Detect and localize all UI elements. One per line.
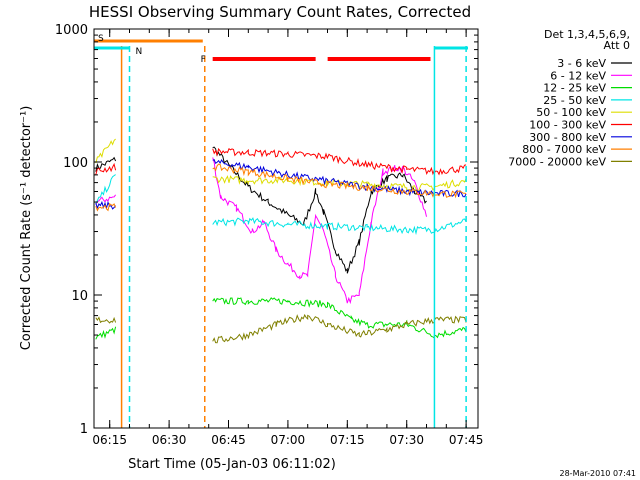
x-tick-label: 06:15 [92,433,127,447]
y-tick-label: 1000 [55,23,88,38]
x-tick-label: 06:45 [211,433,246,447]
legend-entry-label: 6 - 12 keV [550,69,606,82]
series-7000-20000-kev [96,315,466,343]
plot-area: S N F [94,34,468,428]
series-line [213,315,466,343]
count-rate-chart: HESSI Observing Summary Count Rates, Cor… [0,0,640,480]
x-tick-label: 07:45 [449,433,484,447]
series-line [96,195,116,205]
series-50-100-kev [96,139,466,190]
series-3-6-kev [96,147,427,273]
flag-label: S [98,34,104,44]
x-tick-label: 07:00 [271,433,306,447]
legend-entry-label: 7000 - 20000 keV [508,155,606,168]
series-800-7000-kev [96,164,466,210]
series-12-25-kev [96,298,466,339]
legend-entry-label: 3 - 6 keV [557,57,606,70]
legend-header: Att 0 [604,39,630,52]
legend-entry-label: 12 - 25 keV [543,82,606,95]
series-line [96,175,116,204]
plot-frame [94,29,478,428]
flag-label: F [201,55,206,65]
legend-entry-label: 100 - 300 keV [529,119,606,132]
legend-entry-label: 50 - 100 keV [536,106,606,119]
series-line [96,164,116,174]
chart-title: HESSI Observing Summary Count Rates, Cor… [89,3,471,21]
timestamp: 28-Mar-2010 07:41 [560,469,637,478]
y-tick-label: 10 [71,289,88,304]
y-axis-label: Corrected Count Rate (s⁻¹ detector⁻¹) [19,106,34,351]
legend-entry-label: 300 - 800 keV [529,131,606,144]
y-tick-label: 1 [80,422,88,437]
y-tick-label: 100 [63,156,88,171]
x-tick-label: 07:30 [389,433,424,447]
series-line [213,158,427,304]
series-line [96,327,116,340]
series-100-300-kev [96,149,466,175]
flag-label: N [136,47,143,57]
legend-entry-label: 800 - 7000 keV [522,143,606,156]
x-axis-label: Start Time (05-Jan-03 06:11:02) [128,457,336,472]
legend-entry-label: 25 - 50 keV [543,94,606,107]
x-tick-label: 06:30 [152,433,187,447]
series-line [213,218,466,233]
series-line [213,164,466,197]
x-tick-label: 07:15 [330,433,365,447]
series-line [96,318,116,323]
